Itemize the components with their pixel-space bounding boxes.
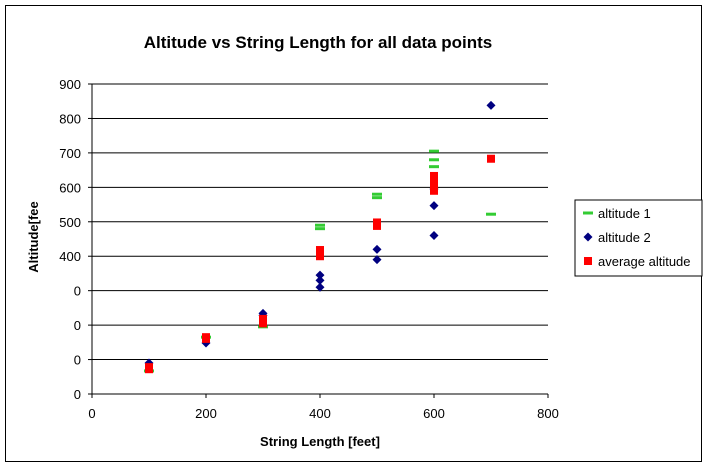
chart-title: Altitude vs String Length for all data p… bbox=[144, 33, 493, 52]
average-altitude-point bbox=[259, 319, 267, 328]
average-altitude-point bbox=[202, 333, 210, 342]
altitude-2-point bbox=[429, 231, 439, 241]
x-tick-label: 400 bbox=[309, 406, 331, 421]
y-tick-label: 400 bbox=[59, 249, 81, 264]
y-tick-label: 0 bbox=[74, 318, 81, 333]
altitude-2-point bbox=[315, 275, 325, 285]
average-altitude-point bbox=[259, 314, 267, 323]
altitude-1-point bbox=[429, 165, 439, 169]
legend-marker-altitude-2 bbox=[583, 232, 593, 242]
y-axis-title: Altitude[fee bbox=[26, 201, 41, 273]
altitude-2-point bbox=[315, 270, 325, 280]
altitude-2-point bbox=[372, 244, 382, 254]
y-tick-label: 500 bbox=[59, 215, 81, 230]
y-tick-label: 900 bbox=[59, 77, 81, 92]
altitude-1-point bbox=[315, 227, 325, 231]
legend-label-altitude-2: altitude 2 bbox=[598, 230, 651, 245]
x-tick-label: 600 bbox=[423, 406, 445, 421]
altitude-2-point bbox=[429, 201, 439, 211]
average-altitude-point bbox=[316, 246, 324, 255]
altitude-2-point bbox=[315, 282, 325, 292]
altitude-1-point bbox=[315, 223, 325, 227]
altitude-1-point bbox=[372, 192, 382, 196]
y-tick-label: 0 bbox=[74, 387, 81, 402]
average-altitude-point bbox=[145, 363, 153, 372]
average-altitude-point bbox=[487, 154, 495, 163]
legend-marker-average-altitude bbox=[584, 257, 592, 265]
legend-box bbox=[574, 199, 703, 277]
altitude-1-point bbox=[372, 196, 382, 200]
y-tick-label: 0 bbox=[74, 353, 81, 368]
legend-label-altitude-1: altitude 1 bbox=[598, 206, 651, 221]
altitude-1-point bbox=[429, 158, 439, 162]
altitude-1-point bbox=[429, 149, 439, 153]
x-axis-title: String Length [feet] bbox=[260, 434, 380, 449]
average-altitude-point bbox=[430, 180, 438, 189]
average-altitude-point bbox=[430, 186, 438, 195]
legend-marker-altitude-1 bbox=[583, 211, 593, 215]
y-tick-label: 800 bbox=[59, 111, 81, 126]
x-tick-label: 200 bbox=[195, 406, 217, 421]
average-altitude-point bbox=[430, 171, 438, 180]
altitude-1-point bbox=[486, 212, 496, 216]
altitude-2-point bbox=[486, 100, 496, 110]
average-altitude-point bbox=[373, 218, 381, 227]
y-tick-label: 600 bbox=[59, 180, 81, 195]
y-tick-label: 0 bbox=[74, 284, 81, 299]
altitude-2-point bbox=[372, 255, 382, 265]
legend-label-average-altitude: average altitude bbox=[598, 254, 691, 269]
y-tick-label: 700 bbox=[59, 146, 81, 161]
x-tick-label: 800 bbox=[537, 406, 559, 421]
x-tick-label: 0 bbox=[88, 406, 95, 421]
